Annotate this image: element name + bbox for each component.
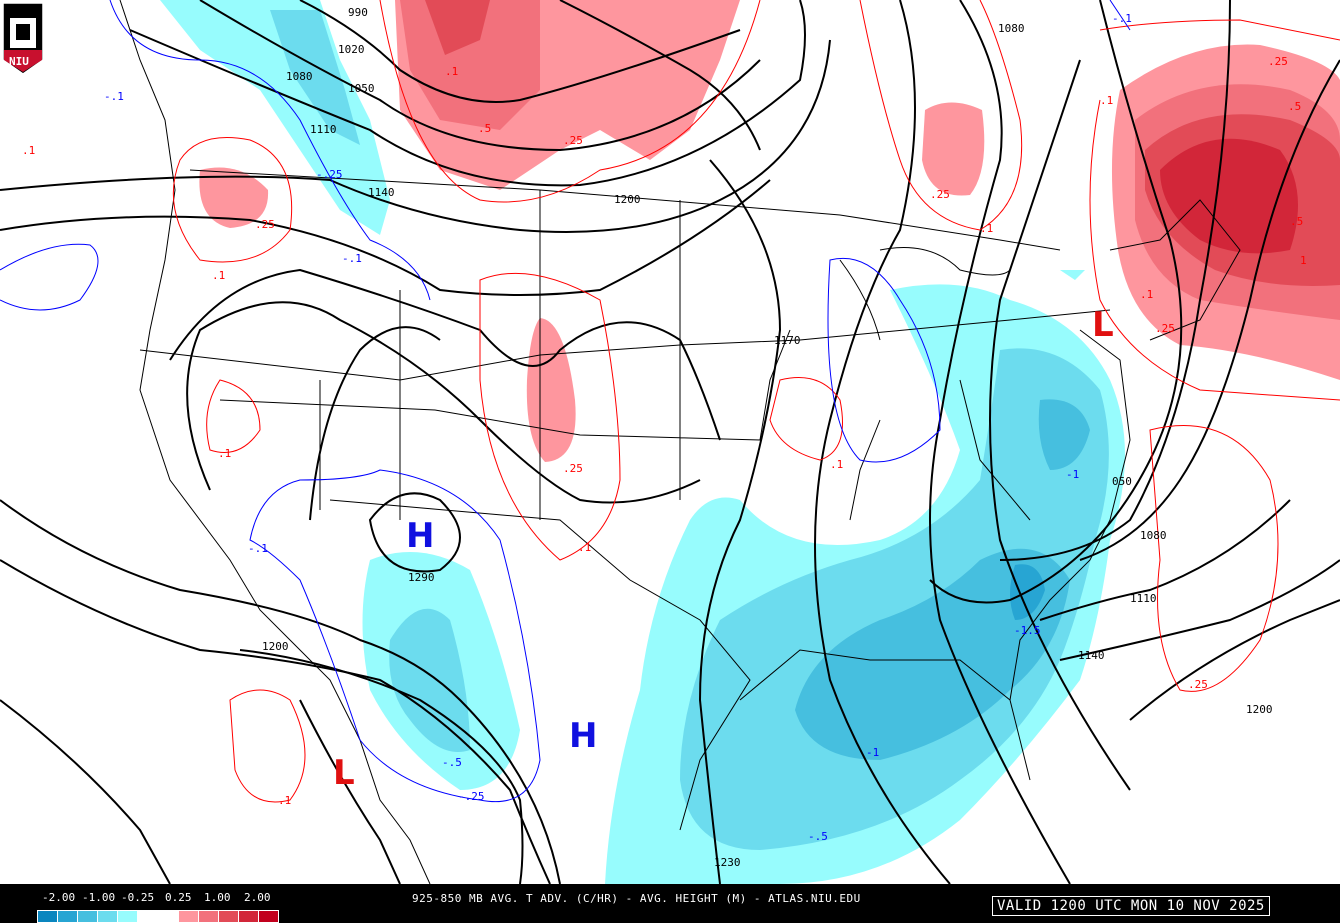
legend-swatch bbox=[158, 911, 179, 922]
legend-swatch bbox=[98, 911, 119, 922]
legend-swatch bbox=[138, 911, 159, 922]
legend-swatch bbox=[178, 911, 199, 922]
tadv-label: .25 bbox=[563, 462, 583, 475]
legend-label: 1.00 bbox=[204, 891, 231, 904]
height-label: 1290 bbox=[408, 571, 435, 584]
tadv-label: .1 bbox=[578, 541, 591, 554]
tadv-warm-contours bbox=[172, 0, 1340, 803]
legend-swatch bbox=[198, 911, 219, 922]
height-label: 1170 bbox=[774, 334, 801, 347]
tadv-label: .25 bbox=[1188, 678, 1208, 691]
legend-swatch bbox=[38, 911, 59, 922]
tadv-label: -1 bbox=[1066, 468, 1079, 481]
legend-label: -1.00 bbox=[82, 891, 116, 904]
valid-time: VALID 1200 UTC MON 10 NOV 2025 bbox=[992, 896, 1270, 916]
legend-label: 0.25 bbox=[165, 891, 192, 904]
cold-advection-shading bbox=[160, 0, 1125, 884]
tadv-label: .1 bbox=[830, 458, 843, 471]
tadv-label: .1 bbox=[278, 794, 291, 807]
tadv-label: .25 bbox=[255, 218, 275, 231]
tadv-label: .5 bbox=[1288, 100, 1301, 113]
tadv-label: .1 bbox=[22, 144, 35, 157]
height-label: 1230 bbox=[714, 856, 741, 869]
tadv-label: .1 bbox=[980, 222, 993, 235]
legend-swatch bbox=[258, 911, 278, 922]
tadv-label: -.25 bbox=[458, 790, 485, 803]
tadv-label: .25 bbox=[930, 188, 950, 201]
legend-label: -2.00 bbox=[42, 891, 76, 904]
height-label: 1050 bbox=[348, 82, 375, 95]
map-canvas: 990 1020 1050 1080 1110 1140 1200 1170 1… bbox=[0, 0, 1340, 885]
height-label: 1140 bbox=[1078, 649, 1105, 662]
height-label: 1140 bbox=[368, 186, 395, 199]
tadv-label: .1 bbox=[1100, 94, 1113, 107]
tadv-label: -.1 bbox=[342, 252, 362, 265]
tadv-label: -.25 bbox=[316, 168, 343, 181]
height-label: 990 bbox=[348, 6, 368, 19]
tadv-label: -.5 bbox=[442, 756, 462, 769]
tadv-label: -1 bbox=[866, 746, 879, 759]
tadv-cold-contours bbox=[0, 0, 1131, 803]
legend-label: 2.00 bbox=[244, 891, 271, 904]
weather-map: 990 1020 1050 1080 1110 1140 1200 1170 1… bbox=[0, 0, 1340, 885]
height-label: 1080 bbox=[1140, 529, 1167, 542]
tadv-label: 1 bbox=[1300, 254, 1307, 267]
tadv-label: -1.5 bbox=[1014, 624, 1041, 637]
height-label: 1200 bbox=[262, 640, 289, 653]
legend-swatch bbox=[78, 911, 99, 922]
tadv-label: -.1 bbox=[104, 90, 124, 103]
height-label: 1080 bbox=[998, 22, 1025, 35]
tadv-label: .1 bbox=[212, 269, 225, 282]
tadv-warm-labels: .1 .5 .25 .25 .1 .25 .25 .1 .1 .1 .25 .1… bbox=[22, 55, 1307, 807]
tadv-label: -.5 bbox=[808, 830, 828, 843]
high-pressure-marker: H bbox=[569, 716, 597, 756]
geographic-boundaries bbox=[119, 0, 1241, 885]
tadv-label: .5 bbox=[1290, 215, 1303, 228]
tadv-label: -.1 bbox=[1112, 12, 1132, 25]
height-label: 1200 bbox=[614, 193, 641, 206]
tadv-label: .25 bbox=[1155, 322, 1175, 335]
legend-swatch bbox=[118, 911, 139, 922]
legend-label: -0.25 bbox=[121, 891, 155, 904]
map-title: 925-850 MB AVG. T ADV. (C/HR) - AVG. HEI… bbox=[412, 892, 861, 905]
tadv-label: -.1 bbox=[248, 542, 268, 555]
pressure-centers: H H L L bbox=[333, 305, 1114, 793]
height-labels: 990 1020 1050 1080 1110 1140 1200 1170 1… bbox=[262, 6, 1273, 869]
logo-text: NIU bbox=[9, 55, 29, 68]
high-pressure-marker: H bbox=[406, 516, 434, 556]
height-label: 1200 bbox=[1246, 703, 1273, 716]
height-label: 1110 bbox=[310, 123, 337, 136]
legend-swatch bbox=[238, 911, 259, 922]
legend-swatch bbox=[218, 911, 239, 922]
height-label: 1080 bbox=[286, 70, 313, 83]
legend-swatch bbox=[58, 911, 79, 922]
tadv-label: .1 bbox=[445, 65, 458, 78]
tadv-label: .25 bbox=[563, 134, 583, 147]
tadv-label: .25 bbox=[1268, 55, 1288, 68]
tadv-label: .1 bbox=[218, 447, 231, 460]
tadv-cold-labels: -.1 -.25 -.1 -.1 -.5 -.25 -1 -1.5 -.5 -1… bbox=[104, 12, 1132, 843]
height-label: 1110 bbox=[1130, 592, 1157, 605]
color-legend bbox=[37, 910, 279, 923]
low-pressure-marker: L bbox=[1092, 305, 1114, 345]
low-pressure-marker: L bbox=[333, 753, 355, 793]
height-label: 1020 bbox=[338, 43, 365, 56]
tadv-label: .5 bbox=[478, 122, 491, 135]
height-label: 050 bbox=[1112, 475, 1132, 488]
footer-bar: -2.00 -1.00 -0.25 0.25 1.00 2.00 925-850… bbox=[0, 884, 1340, 923]
niu-logo: NIU bbox=[2, 2, 44, 75]
tadv-label: .1 bbox=[1140, 288, 1153, 301]
